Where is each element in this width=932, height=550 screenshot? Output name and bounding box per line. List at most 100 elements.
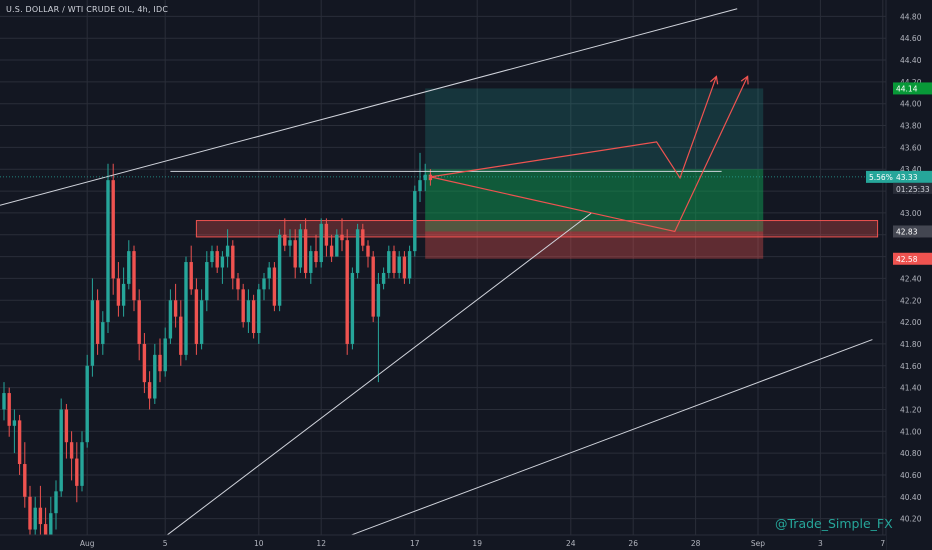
price-tick-label: 42.20 — [900, 296, 922, 305]
candle-body — [303, 229, 308, 273]
candle-body — [236, 278, 240, 290]
candle-body — [423, 174, 427, 181]
candle-body — [7, 393, 11, 426]
candle-body — [381, 272, 386, 284]
candle-body — [173, 300, 178, 317]
price-tick-label: 43.40 — [900, 165, 922, 174]
candle-body — [116, 278, 121, 306]
time-tick-label: 5 — [163, 539, 168, 548]
stop-price-tag-bg — [893, 252, 932, 265]
bullish-path-arrow — [430, 76, 717, 180]
price-tick-label: 41.60 — [900, 362, 922, 371]
candle-body — [392, 251, 396, 273]
candle-body — [75, 458, 79, 486]
candle-body — [194, 289, 199, 344]
pullback-path-arrow-head — [740, 75, 749, 85]
candle-body — [319, 223, 323, 263]
stop-price-tag: 42.58 — [896, 255, 918, 264]
time-scale[interactable] — [0, 535, 886, 550]
candle-body — [293, 240, 297, 268]
candle-body — [262, 278, 266, 290]
chart-grid — [0, 0, 886, 535]
entry-price-tag: 42.83 — [896, 227, 918, 236]
upper-channel-line — [0, 8, 738, 206]
candle-body — [277, 234, 282, 306]
candle-body — [387, 251, 391, 273]
price-tick-label: 43.60 — [900, 143, 922, 152]
candle-body — [220, 256, 225, 268]
candle-body — [132, 251, 136, 301]
price-tick-label: 42.40 — [900, 274, 922, 283]
price-tick-label: 40.40 — [900, 493, 922, 502]
candle-body — [168, 300, 173, 339]
candle-body — [402, 256, 407, 279]
candle-body — [111, 180, 115, 279]
bullish-path-arrow-head — [710, 75, 719, 85]
candle-body — [106, 180, 110, 323]
candle-body — [267, 267, 271, 279]
lower-channel-line — [309, 339, 873, 550]
candle-body — [59, 409, 63, 492]
candle-body — [184, 262, 188, 355]
trend-drawings — [0, 8, 886, 550]
time-tick-label: 3 — [818, 539, 823, 548]
price-tick-label: 40.20 — [900, 515, 922, 524]
change-percent-tag-bg — [866, 170, 893, 183]
candle-body — [2, 393, 6, 410]
rising-trendline — [159, 212, 592, 541]
price-tick-label: 40.80 — [900, 449, 922, 458]
candle-body — [121, 283, 126, 306]
candle-body — [12, 420, 17, 426]
candle-body — [329, 245, 334, 257]
candle-body — [101, 322, 105, 344]
change-percent-tag: 5.56% — [869, 173, 893, 182]
price-tick-label: 44.20 — [900, 78, 922, 87]
price-tick-label: 41.80 — [900, 340, 922, 349]
time-tick-label: 7 — [880, 539, 885, 548]
countdown-tag-bg — [893, 182, 932, 194]
countdown-tag: 01:25:33 — [896, 185, 930, 194]
candle-body — [309, 251, 313, 273]
price-tags: 44.14 43.335.56%01:25:33 42.83 42.58 — [866, 82, 932, 265]
price-tick-label: 43.00 — [900, 209, 922, 218]
price-tick-label: 43.80 — [900, 122, 922, 131]
candle-body — [147, 382, 152, 399]
time-tick-label: 28 — [691, 539, 701, 548]
target-price-tag: 44.14 — [896, 84, 918, 93]
candle-body — [288, 240, 292, 246]
price-tick-label: 44.00 — [900, 100, 922, 109]
time-tick-label: 26 — [628, 539, 638, 548]
candle-body — [64, 409, 69, 443]
trade-zones — [195, 88, 879, 259]
candle-body — [69, 442, 74, 459]
time-tick-label: Aug — [80, 539, 95, 548]
candle-body — [418, 180, 422, 192]
candle-body — [361, 229, 365, 246]
candle-body — [335, 234, 339, 257]
candle-body — [283, 234, 287, 246]
candle-body — [298, 229, 303, 268]
price-tick-label: 41.20 — [900, 405, 922, 414]
candle-body — [324, 223, 329, 246]
candle-body — [33, 507, 37, 530]
candle-body — [95, 300, 100, 344]
candle-body — [345, 240, 349, 344]
candle-body — [158, 354, 162, 372]
loss-zone — [425, 231, 764, 259]
time-axis-labels: Aug 5 10 12 17 19 24 26 28 Sep 3 7 — [80, 539, 886, 548]
candle-body — [376, 283, 381, 317]
candle-body — [215, 251, 219, 268]
candle-body — [153, 354, 157, 399]
price-tick-label: 41.00 — [900, 427, 922, 436]
time-tick-label: 19 — [472, 539, 482, 548]
price-tick-label: 42.00 — [900, 318, 922, 327]
candle-body — [397, 256, 401, 273]
candle-body — [225, 245, 230, 257]
current-price-tag: 43.33 — [896, 173, 918, 182]
candle-body — [199, 300, 204, 344]
price-tick-label: 44.40 — [900, 56, 922, 65]
candle-body — [23, 464, 27, 497]
candle-body — [80, 442, 84, 486]
time-tick-label: 17 — [410, 539, 420, 548]
